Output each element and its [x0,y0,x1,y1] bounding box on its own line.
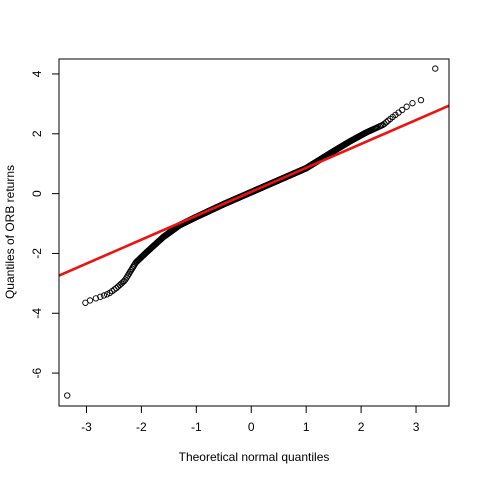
y-tick-label: -2 [30,248,44,259]
x-tick-label: 2 [358,420,365,434]
data-points [64,65,439,399]
data-point [100,292,108,299]
outlier-point [64,392,71,399]
y-tick-label: -4 [30,308,44,319]
y-axis-label: Quantiles of ORB returns [3,165,17,299]
data-point [409,100,416,107]
y-tick-label: 4 [30,70,44,77]
x-tick-label: -2 [136,420,147,434]
x-axis: -3 -2 -1 0 1 2 3 [81,406,420,434]
data-point [403,103,410,110]
data-point [97,293,104,300]
y-tick-label: 2 [30,130,44,137]
outlier-point [432,65,439,72]
x-tick-label: -1 [191,420,202,434]
y-axis: -6 -4 -2 0 2 4 [30,70,59,378]
data-point [111,286,118,293]
data-point [126,268,134,276]
plot-frame [58,58,450,407]
data-point [417,97,425,104]
data-point [399,106,406,114]
reference-line [58,104,450,277]
y-tick-label: -6 [30,367,44,378]
x-axis-label: Theoretical normal quantiles [179,450,330,464]
data-point [381,120,388,127]
data-point [128,265,136,272]
x-tick-label: 3 [413,420,420,434]
data-point [113,284,120,292]
outlier-point [82,299,89,306]
x-tick-label: 0 [248,420,255,434]
data-point [127,267,135,274]
x-tick-label: 1 [303,420,310,434]
y-tick-label: 0 [30,190,44,197]
data-point [383,119,390,126]
x-tick-label: -3 [81,420,92,434]
reference-line-layer [58,104,450,277]
